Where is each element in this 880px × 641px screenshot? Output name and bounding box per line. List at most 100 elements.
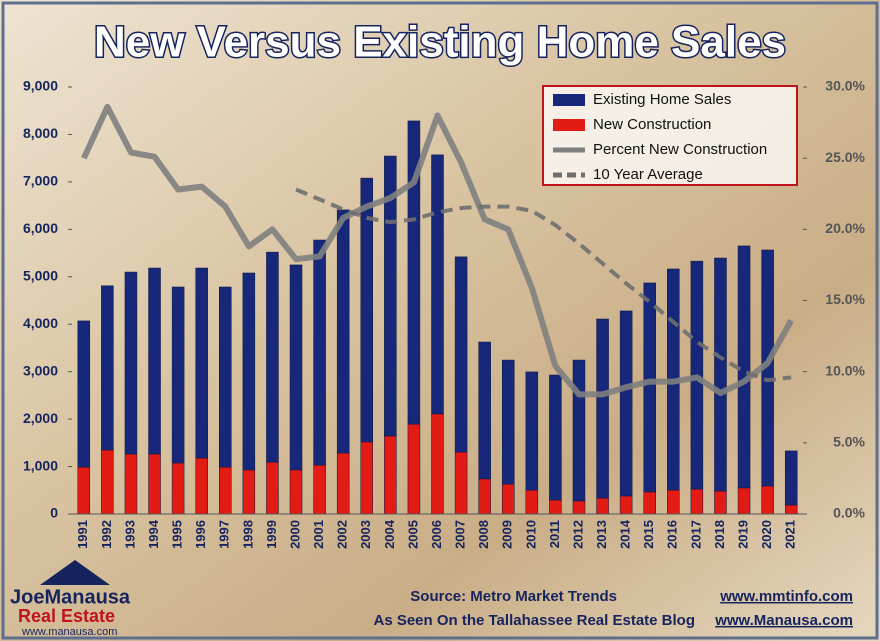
bar-segment <box>336 209 350 454</box>
x-tick-label: 2011 <box>547 520 562 548</box>
bar-segment <box>360 177 374 443</box>
bar-segment <box>549 374 562 501</box>
y2-tick-label: 10.0% <box>825 362 865 378</box>
bar-segment <box>195 457 208 515</box>
bar-segment <box>384 155 397 437</box>
x-tick-label: 2002 <box>335 520 350 549</box>
y-tick-label: 4,000 <box>23 315 58 331</box>
bar-segment <box>384 435 397 515</box>
source-url: www.mmtinfo.com <box>719 588 853 605</box>
bar-segment <box>289 469 303 515</box>
bar-segment <box>525 489 539 515</box>
bar-segment <box>360 441 374 515</box>
blog: As Seen On the Tallahassee Real Estate B… <box>373 612 695 629</box>
bar-segment <box>501 483 515 515</box>
legend-swatch <box>553 119 585 131</box>
logo-url: www.manausa.com <box>21 626 117 638</box>
bar-segment <box>667 489 680 515</box>
x-tick-label: 1993 <box>122 520 137 549</box>
bar-segment <box>619 495 633 515</box>
y2-tick-label: 5.0% <box>833 434 865 450</box>
bar-segment <box>171 286 185 464</box>
y-tick-label: 6,000 <box>23 220 58 236</box>
bar-segment <box>266 461 279 515</box>
x-tick-label: 1996 <box>193 520 208 549</box>
x-tick-label: 2019 <box>735 520 750 549</box>
bar-segment <box>124 453 138 515</box>
x-tick-label: 2003 <box>358 520 373 549</box>
legend-label: 10 Year Average <box>593 166 703 183</box>
bar-segment <box>313 239 326 466</box>
x-tick-label: 2015 <box>641 520 656 549</box>
bar-segment <box>690 488 704 515</box>
y2-tick-label: 20.0% <box>825 220 865 236</box>
bar-segment <box>219 286 232 468</box>
bar-segment <box>101 285 114 451</box>
bar-segment <box>737 487 751 515</box>
x-tick-label: 1992 <box>99 520 114 549</box>
x-tick-label: 2018 <box>712 520 727 549</box>
x-tick-label: 2000 <box>287 520 302 549</box>
x-tick-label: 2021 <box>783 520 798 549</box>
bar-segment <box>242 469 256 515</box>
bar-segment <box>313 464 326 515</box>
x-tick-label: 1991 <box>75 520 90 549</box>
logo-line2: Real Estate <box>18 606 115 626</box>
bar-segment <box>478 478 491 515</box>
x-tick-label: 2016 <box>665 520 680 549</box>
x-tick-label: 2001 <box>311 520 326 549</box>
bar-segment <box>336 452 350 515</box>
bar-segment <box>784 450 798 506</box>
bar-segment <box>407 423 421 515</box>
y-tick-label: 9,000 <box>23 78 58 94</box>
legend-label: New Construction <box>593 116 711 133</box>
logo-roof <box>40 560 110 585</box>
bar-segment <box>549 499 562 515</box>
bar-segment <box>596 318 609 499</box>
x-tick-label: 2013 <box>594 520 609 549</box>
bar-segment <box>525 371 539 491</box>
bar-segment <box>454 451 468 515</box>
x-tick-label: 2005 <box>405 520 420 549</box>
legend-box <box>542 85 798 186</box>
bar-segment <box>572 359 586 502</box>
x-tick-label: 2012 <box>570 520 585 549</box>
bar-segment <box>431 154 444 415</box>
y-tick-label: 7,000 <box>23 173 58 189</box>
x-tick-label: 2017 <box>688 520 703 549</box>
bar-segment <box>572 500 586 515</box>
y-tick-label: 1,000 <box>23 457 58 473</box>
bar-segment <box>431 413 444 515</box>
x-tick-label: 2020 <box>759 520 774 549</box>
y2-tick-label: 0.0% <box>833 505 865 521</box>
bar-segment <box>77 320 91 468</box>
legend: Existing Home Sales New Construction Perce… <box>542 85 798 186</box>
bar-segment <box>454 256 468 453</box>
bar-segment <box>761 485 774 515</box>
chart-title: New Versus Existing Home Sales <box>94 18 786 67</box>
y-tick-label: 0 <box>50 505 58 521</box>
line-series <box>81 103 794 398</box>
blog-url: www.Manausa.com <box>714 612 853 629</box>
x-tick-label: 1998 <box>240 520 255 549</box>
y2-tick-label: 15.0% <box>825 291 865 307</box>
bar-segment <box>407 120 421 425</box>
bar-segment <box>171 462 185 515</box>
x-tick-label: 2007 <box>453 520 468 549</box>
bar-segment <box>596 497 609 515</box>
legend-label: Percent New Construction <box>593 141 767 158</box>
bar-segment <box>148 267 161 455</box>
bar-segment <box>124 271 138 455</box>
logo-name: JoeManausa <box>10 586 131 608</box>
x-tick-label: 2009 <box>500 520 515 549</box>
bar-segment <box>77 466 91 515</box>
x-tick-label: 1999 <box>264 520 279 549</box>
footer: Source: Metro Market Trends www.mmtinfo.… <box>10 560 853 638</box>
y-tick-label: 8,000 <box>23 125 58 141</box>
x-tick-label: 1997 <box>217 520 232 549</box>
bar-segment <box>643 282 656 493</box>
bar-segment <box>619 310 633 497</box>
